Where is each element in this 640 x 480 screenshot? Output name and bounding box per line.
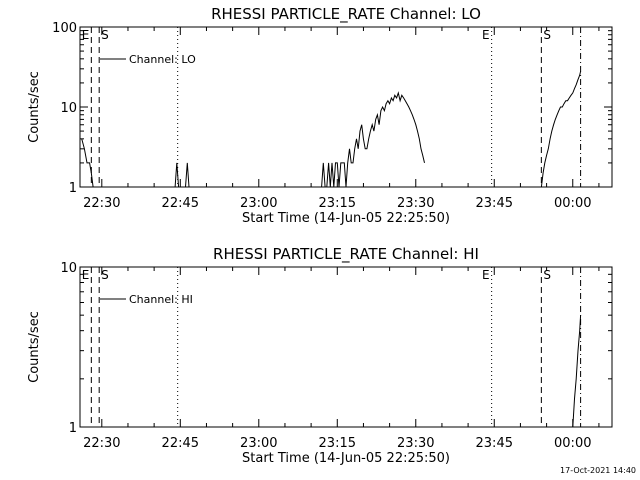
timestamp-text: 17-Oct-2021 14:40 xyxy=(560,466,636,475)
event-marker-label: E xyxy=(482,268,490,282)
x-tick-label: 00:00 xyxy=(554,436,591,451)
chart-title: RHESSI PARTICLE_RATE Channel: LO xyxy=(211,5,481,24)
series-line xyxy=(174,162,180,188)
legend-label: Channel: HI xyxy=(129,293,193,306)
x-tick-label: 23:30 xyxy=(397,196,434,211)
plot-frame xyxy=(79,266,613,428)
x-axis-label: Start Time (14-Jun-05 22:25:50) xyxy=(242,211,450,226)
event-marker-label: E xyxy=(482,28,490,42)
plot-frame xyxy=(79,26,613,188)
series-line xyxy=(572,315,582,428)
x-tick-label: 23:45 xyxy=(476,436,513,451)
x-axis-label: Start Time (14-Jun-05 22:25:50) xyxy=(242,451,450,466)
x-tick-label: 22:45 xyxy=(162,436,199,451)
legend-label: Channel: LO xyxy=(129,53,196,66)
event-marker-label: S xyxy=(101,28,109,42)
x-tick-label: 23:00 xyxy=(240,436,277,451)
event-marker-label: S xyxy=(543,28,551,42)
y-axis-label: Counts/sec xyxy=(27,71,42,143)
series-line xyxy=(81,138,94,188)
x-tick-label: 22:30 xyxy=(83,436,120,451)
x-tick-label: 00:00 xyxy=(554,196,591,211)
event-marker-label: E xyxy=(82,28,90,42)
y-tick-label: 100 xyxy=(52,21,77,36)
y-axis-label: Counts/sec xyxy=(27,311,42,383)
x-tick-label: 23:15 xyxy=(319,436,356,451)
series-line xyxy=(540,71,582,188)
x-tick-label: 23:00 xyxy=(240,196,277,211)
y-tick-label: 10 xyxy=(60,101,77,116)
y-tick-label: 1 xyxy=(69,181,77,196)
x-tick-label: 23:30 xyxy=(397,436,434,451)
chart-title: RHESSI PARTICLE_RATE Channel: HI xyxy=(213,245,479,264)
chart-panel-2: RHESSI PARTICLE_RATE Channel: HI Counts/s… xyxy=(27,245,613,466)
x-tick-label: 22:30 xyxy=(83,196,120,211)
x-tick-label: 22:45 xyxy=(162,196,199,211)
y-tick-label: 1 xyxy=(69,421,77,436)
event-marker-label: S xyxy=(543,268,551,282)
y-tick-label: 10 xyxy=(60,261,77,276)
event-marker-label: S xyxy=(101,268,109,282)
series-line xyxy=(321,91,425,188)
event-marker-label: E xyxy=(82,268,90,282)
x-tick-label: 23:45 xyxy=(476,196,513,211)
chart-panel-1: RHESSI PARTICLE_RATE Channel: LO Counts/s… xyxy=(27,5,613,226)
series-line xyxy=(185,162,190,188)
timestamp-footer: 17-Oct-2021 14:40 xyxy=(560,458,636,477)
x-tick-label: 23:15 xyxy=(319,196,356,211)
